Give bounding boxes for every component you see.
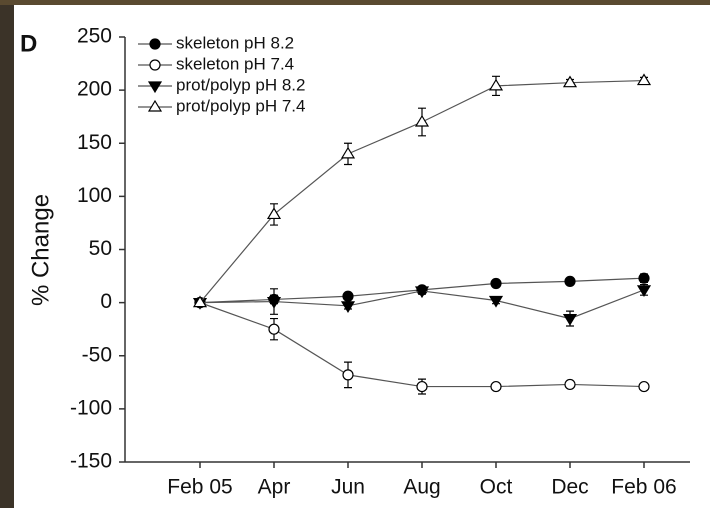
x-tick-label: Jun [331, 476, 365, 499]
x-tick-label: Feb 06 [611, 476, 676, 499]
y-tick-label: 150 [77, 131, 112, 154]
data-point [340, 301, 356, 313]
data-point [266, 296, 282, 309]
data-point [562, 75, 578, 88]
data-point [488, 295, 504, 308]
data-point [416, 380, 428, 393]
background-strip [0, 0, 14, 508]
data-point [490, 277, 502, 290]
data-point [268, 323, 280, 335]
data-point [192, 295, 208, 308]
data-point [342, 369, 354, 381]
y-tick-label: -100 [70, 396, 112, 419]
data-point [638, 380, 650, 393]
y-tick-label: 0 [100, 290, 112, 313]
data-point [564, 378, 576, 391]
legend-marker [149, 38, 161, 50]
y-axis-label: % Change [27, 194, 54, 306]
y-tick-label: 100 [77, 184, 112, 207]
data-point [414, 114, 430, 127]
data-point [636, 285, 652, 298]
data-point [636, 73, 652, 86]
data-point [490, 380, 502, 393]
x-tick-label: Feb 05 [167, 476, 232, 499]
legend-label: skeleton pH 7.4 [176, 54, 294, 73]
x-tick-label: Apr [258, 476, 291, 499]
data-point [266, 207, 282, 220]
x-tick-label: Oct [480, 476, 513, 499]
data-point [340, 146, 356, 159]
x-tick-label: Dec [551, 476, 588, 499]
panel-label: D [20, 30, 37, 57]
legend-marker [147, 81, 163, 94]
y-tick-label: -150 [70, 450, 112, 473]
data-point [562, 313, 578, 326]
x-tick-label: Aug [403, 476, 440, 499]
y-tick-label: -50 [82, 343, 112, 366]
background-strip [0, 0, 710, 5]
legend-label: prot/polyp pH 8.2 [176, 75, 305, 94]
legend-label: prot/polyp pH 7.4 [176, 96, 305, 115]
data-point [414, 286, 430, 299]
data-point [488, 78, 504, 91]
legend-label: skeleton pH 8.2 [176, 33, 294, 52]
legend-marker [149, 59, 161, 71]
data-point [638, 272, 650, 284]
legend-marker [147, 99, 163, 112]
y-tick-label: 200 [77, 78, 112, 101]
y-tick-label: 250 [77, 25, 112, 48]
data-point [564, 275, 576, 287]
y-tick-label: 50 [89, 237, 112, 260]
data-point [342, 290, 354, 302]
